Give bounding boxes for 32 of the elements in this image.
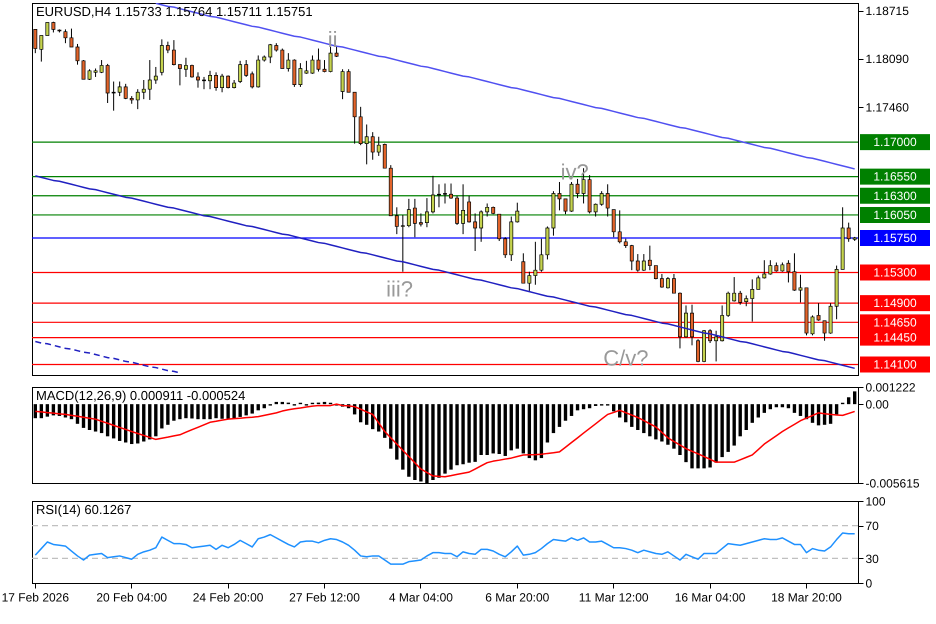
chart-title: MACD(12,26,9) 0.000911 -0.000524	[36, 388, 246, 403]
y-tick-label: 0	[866, 576, 872, 590]
chart-title: RSI(14) 60.1267	[36, 502, 132, 517]
y-tick-label: -0.005615	[866, 476, 920, 490]
ref-line-label: 1.16050	[873, 208, 918, 222]
annotation: iii?	[386, 276, 414, 302]
y-tick-label: 70	[866, 519, 880, 534]
ref-line-label: 1.14450	[873, 330, 918, 345]
x-tick-label: 27 Feb 12:00	[289, 590, 360, 604]
x-tick-label: 20 Feb 04:00	[96, 590, 168, 604]
x-tick-label: 18 Mar 20:00	[771, 590, 842, 604]
ref-line-label: 1.15300	[873, 265, 918, 280]
y-tick-label: 0.00	[866, 398, 890, 412]
ref-line-label: 1.15750	[873, 230, 918, 245]
y-tick-label: 1.18715	[866, 4, 910, 18]
x-tick-label: 17 Feb 2026	[2, 590, 70, 604]
ref-line-label: 1.16550	[873, 170, 918, 184]
y-tick-label: 0.001222	[866, 380, 916, 394]
x-tick-label: 11 Mar 12:00	[578, 590, 649, 604]
y-tick-label: 30	[866, 552, 880, 566]
ref-line-label: 1.16300	[873, 188, 918, 203]
x-tick-label: 4 Mar 04:00	[388, 590, 454, 604]
y-tick-label: 100	[866, 494, 886, 508]
ref-line-label: 1.14900	[873, 296, 918, 310]
ref-line-label: 1.17000	[873, 135, 918, 150]
y-tick-label: 1.17460	[866, 100, 910, 114]
ref-line-label: 1.14650	[873, 315, 918, 330]
x-tick-label: 6 Mar 20:00	[485, 590, 550, 604]
x-tick-label: 16 Mar 04:00	[674, 590, 746, 604]
x-tick-label: 24 Feb 20:00	[192, 590, 264, 604]
ref-line-label: 1.14100	[873, 357, 918, 372]
y-tick-label: 1.18090	[866, 52, 910, 66]
